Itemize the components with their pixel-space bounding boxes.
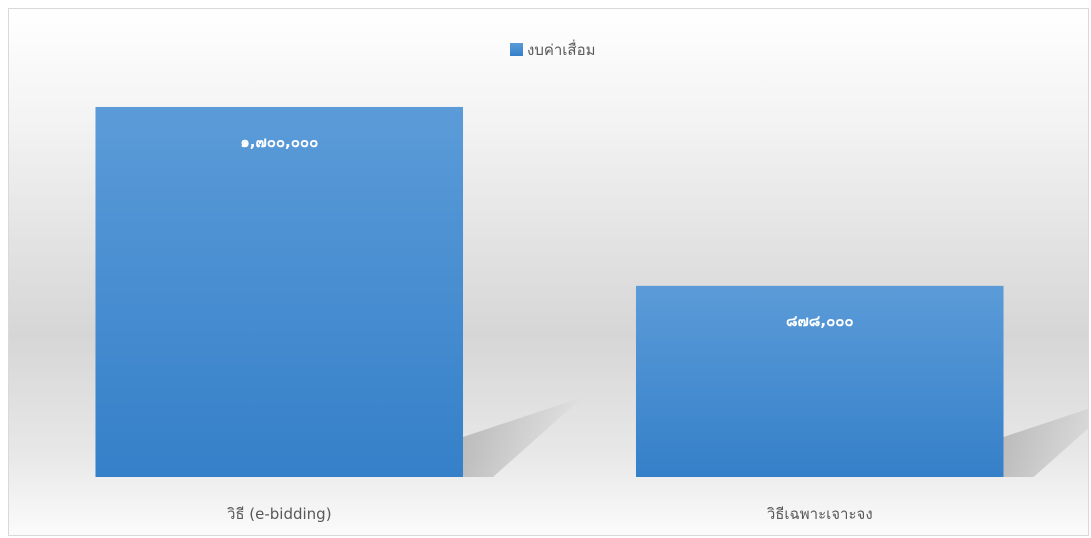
x-tick-label: วิธี (e-bidding): [226, 505, 331, 523]
bar-shadow: [1003, 408, 1088, 477]
bar-shadow: [463, 397, 584, 477]
legend: งบค่าเสื่อม: [510, 39, 595, 59]
legend-swatch: [510, 43, 523, 56]
data-label: ๘๗๘,๐๐๐: [786, 312, 854, 330]
x-axis-tick-labels: วิธี (e-bidding) วิธีเฉพาะเจาะจง: [226, 505, 872, 523]
bars: [95, 106, 1004, 477]
bar: [95, 106, 464, 477]
chart-frame: งบค่าเสื่อม ๑,๗๐๐,๐๐๐๘๗๘,๐๐๐ วิธี (e-bid…: [8, 8, 1089, 536]
bar: [635, 285, 1004, 477]
bar-shadows: [463, 397, 1088, 477]
legend-label: งบค่าเสื่อม: [527, 39, 595, 59]
x-tick-label: วิธีเฉพาะเจาะจง: [766, 505, 872, 523]
data-label: ๑,๗๐๐,๐๐๐: [240, 133, 318, 151]
